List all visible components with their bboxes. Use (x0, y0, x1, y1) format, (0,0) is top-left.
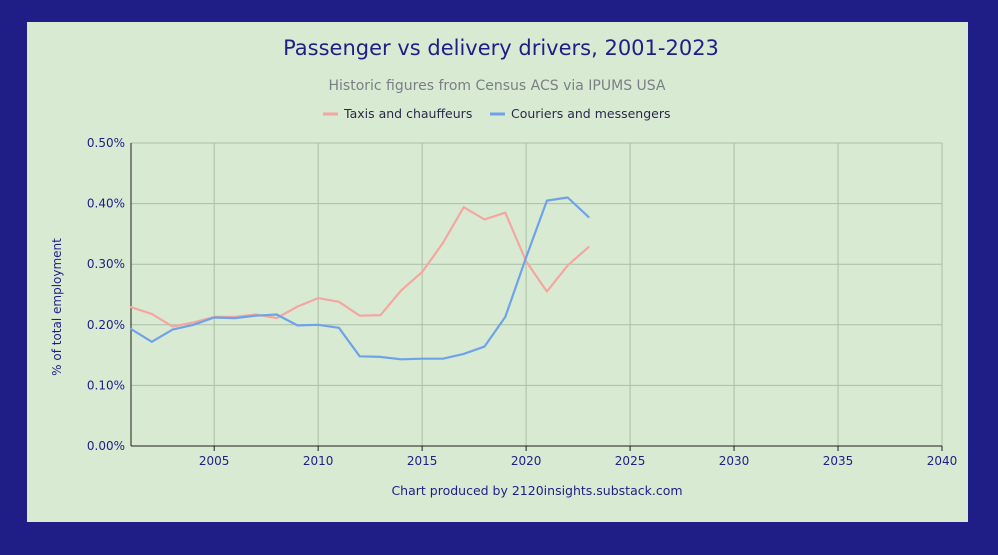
x-tick-label: 2020 (511, 454, 542, 468)
x-tick-label: 2030 (719, 454, 750, 468)
x-tick-label: 2005 (199, 454, 230, 468)
y-tick-label: 0.10% (87, 378, 125, 392)
chart-subtitle: Historic figures from Census ACS via IPU… (329, 78, 666, 94)
x-tick-label: 2025 (615, 454, 646, 468)
legend-item-couriers[interactable]: Couriers and messengers (490, 106, 671, 121)
line-chart: 2005 2010 2015 2020 2025 2030 2035 2040 0.00% 0.1… (50, 36, 957, 498)
x-tick-label: 2040 (927, 454, 958, 468)
x-tick-label: 2035 (823, 454, 854, 468)
x-tick-label: 2015 (407, 454, 438, 468)
y-axis-title: % of total employment (50, 238, 64, 376)
legend-item-taxis[interactable]: Taxis and chauffeurs (323, 106, 472, 121)
axes: 2005 2010 2015 2020 2025 2030 2035 2040 0.00% 0.1… (87, 136, 957, 468)
legend-label-couriers: Couriers and messengers (511, 106, 671, 121)
chart-panel: 2005 2010 2015 2020 2025 2030 2035 2040 0.00% 0.1… (27, 22, 968, 522)
y-tick-label: 0.00% (87, 439, 125, 453)
grid (131, 142, 943, 446)
series-line-couriers[interactable] (129, 196, 590, 361)
legend-label-taxis: Taxis and chauffeurs (343, 106, 472, 121)
series-lines (129, 196, 590, 361)
series-line-taxis[interactable] (129, 206, 590, 328)
y-tick-label: 0.40% (87, 197, 125, 211)
legend[interactable]: Taxis and chauffeurs Couriers and messen… (323, 106, 671, 121)
y-tick-label: 0.50% (87, 136, 125, 150)
y-tick-label: 0.30% (87, 257, 125, 271)
y-tick-label: 0.20% (87, 318, 125, 332)
chart-footer-credit: Chart produced by 2120insights.substack.… (391, 483, 682, 498)
x-tick-label: 2010 (303, 454, 334, 468)
chart-title: Passenger vs delivery drivers, 2001-2023 (283, 36, 719, 60)
